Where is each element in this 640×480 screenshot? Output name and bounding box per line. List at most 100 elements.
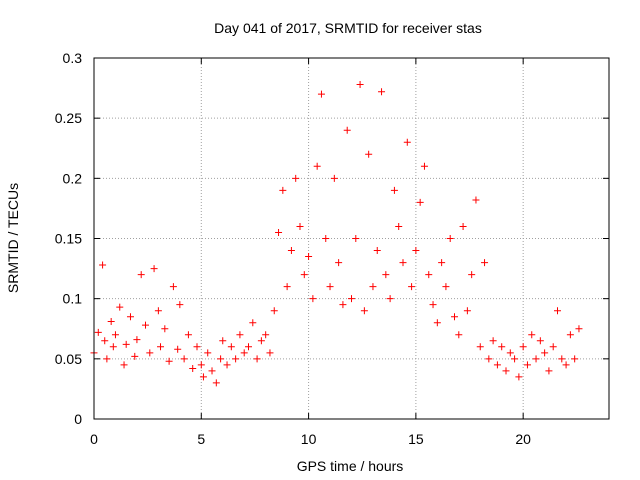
data-point: [253, 355, 261, 363]
data-point: [463, 307, 471, 315]
data-point: [146, 349, 154, 357]
y-tick-label: 0.1: [63, 291, 83, 307]
data-point: [217, 355, 225, 363]
data-point: [395, 222, 403, 230]
data-point: [438, 259, 446, 267]
data-point: [369, 283, 377, 291]
data-point: [161, 325, 169, 333]
data-point: [317, 90, 325, 98]
data-point: [103, 355, 111, 363]
data-point: [468, 271, 476, 279]
data-point: [262, 331, 270, 339]
data-point: [236, 331, 244, 339]
x-tick-label: 5: [197, 431, 205, 447]
data-point: [240, 349, 248, 357]
data-point: [199, 373, 207, 381]
data-point: [109, 343, 117, 351]
data-point: [339, 301, 347, 309]
data-point: [154, 307, 162, 315]
x-tick-label: 0: [90, 431, 98, 447]
data-point: [275, 228, 283, 236]
data-point: [107, 318, 115, 326]
data-point: [169, 283, 177, 291]
data-point: [330, 174, 338, 182]
data-point: [481, 259, 489, 267]
data-point: [541, 349, 549, 357]
data-point: [399, 259, 407, 267]
axis-ticks: [93, 57, 609, 420]
data-point: [554, 307, 561, 315]
data-point: [485, 355, 493, 363]
data-point: [515, 373, 523, 381]
x-tick-label: 15: [408, 431, 424, 447]
data-point: [283, 283, 291, 291]
data-point: [498, 343, 506, 351]
data-point: [489, 337, 497, 345]
data-point: [292, 174, 300, 182]
y-axis-label: SRMTID / TECUs: [5, 183, 21, 293]
data-point: [232, 355, 240, 363]
data-point: [558, 355, 566, 363]
x-tick-label: 10: [301, 431, 317, 447]
data-point: [416, 198, 424, 206]
y-tick-labels: 0 0.05 0.1 0.15 0.2 0.25 0.3: [55, 50, 82, 427]
data-point: [433, 319, 441, 327]
data-point: [309, 295, 317, 303]
data-point: [165, 357, 173, 365]
data-point: [94, 328, 102, 336]
data-point: [197, 361, 205, 369]
data-points: [90, 80, 583, 387]
data-point: [137, 271, 145, 279]
data-point: [455, 331, 463, 339]
data-point: [150, 265, 158, 273]
data-point: [365, 150, 373, 158]
data-point: [493, 361, 501, 369]
data-point: [545, 367, 553, 375]
data-point: [120, 361, 128, 369]
x-axis-label: GPS time / hours: [297, 458, 404, 474]
grid: [94, 58, 609, 419]
data-point: [412, 247, 420, 255]
plot-area: [94, 58, 609, 419]
data-point: [408, 283, 416, 291]
data-point: [245, 343, 252, 351]
data-point: [472, 196, 480, 204]
y-tick-label: 0.25: [55, 110, 82, 126]
y-tick-label: 0.15: [55, 231, 82, 247]
data-point: [287, 247, 295, 255]
data-point: [511, 355, 519, 363]
data-point: [360, 307, 368, 315]
data-point: [142, 321, 149, 329]
data-point: [348, 295, 355, 303]
data-point: [101, 337, 109, 345]
data-point: [549, 343, 557, 351]
data-point: [296, 222, 304, 230]
data-point: [176, 301, 184, 309]
data-point: [193, 343, 201, 351]
data-point: [257, 337, 265, 345]
x-tick-labels: 0 5 10 15 20: [90, 431, 531, 447]
data-point: [536, 337, 544, 345]
data-point: [189, 364, 197, 372]
data-point: [180, 355, 188, 363]
data-point: [111, 331, 119, 339]
data-point: [390, 186, 398, 194]
data-point: [313, 162, 321, 170]
data-point: [219, 337, 227, 345]
data-point: [116, 303, 124, 311]
data-point: [204, 349, 212, 357]
data-point: [126, 313, 134, 321]
y-tick-label: 0.05: [55, 351, 82, 367]
data-point: [476, 343, 484, 351]
data-point: [571, 355, 579, 363]
data-point: [335, 259, 343, 267]
data-point: [212, 379, 220, 387]
data-point: [131, 352, 139, 360]
data-point: [420, 162, 428, 170]
data-point: [451, 313, 458, 321]
data-point: [528, 331, 536, 339]
data-point: [442, 283, 450, 291]
y-tick-label: 0.3: [63, 50, 83, 66]
y-tick-label: 0.2: [63, 170, 83, 186]
